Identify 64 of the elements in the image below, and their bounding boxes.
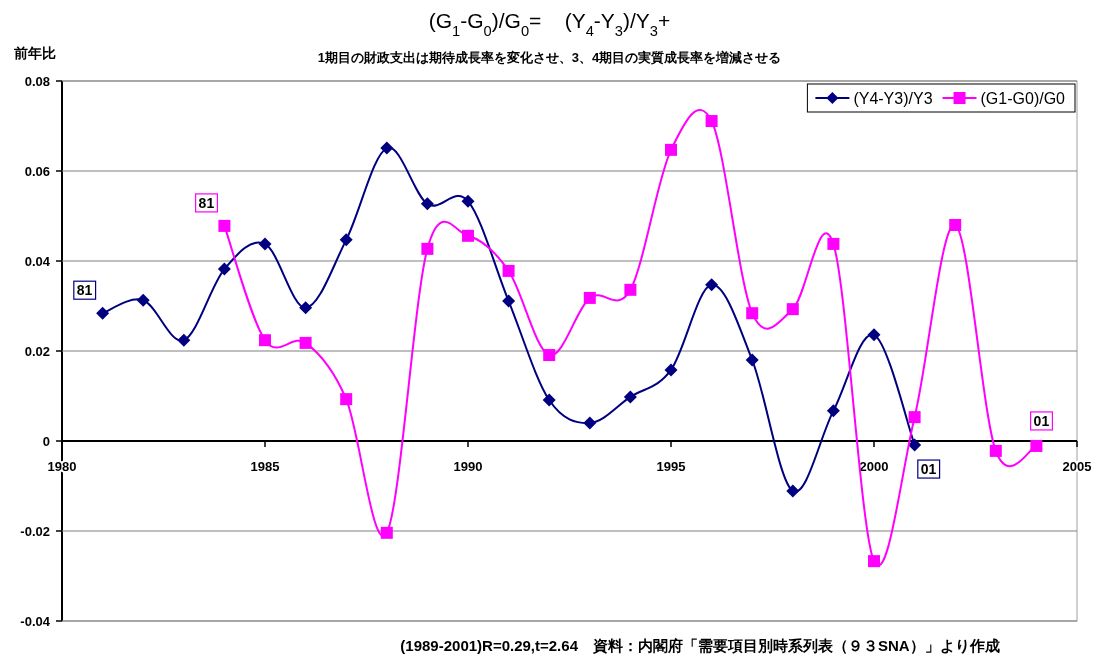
point xyxy=(217,262,231,276)
y-tick-label: -0.02 xyxy=(20,524,50,539)
text: (1989-2001)R=0.29,t=2.64 資料：内閣府「需要項目別時系列表（９３SNA）」より作成 xyxy=(400,637,1000,655)
y-axis-title: 前年比 xyxy=(13,45,56,61)
point xyxy=(664,363,678,377)
point xyxy=(218,219,231,232)
annotation: 81 xyxy=(76,282,93,299)
point xyxy=(867,328,881,342)
point xyxy=(299,336,312,349)
point xyxy=(380,526,393,539)
x-tick-label: 1985 xyxy=(250,459,280,474)
legend-label: (G1-G0)/G0 xyxy=(980,90,1066,107)
annotation: 01 xyxy=(1033,412,1050,429)
x-tick-label: 2005 xyxy=(1062,459,1092,474)
point xyxy=(259,334,271,347)
point xyxy=(786,303,799,316)
y-tick-label: 0 xyxy=(42,434,50,449)
point xyxy=(745,353,759,367)
point xyxy=(827,237,840,250)
point xyxy=(543,349,556,362)
point xyxy=(420,197,434,211)
point xyxy=(299,301,313,315)
chart-subtitle: 1期目の財政支出は期待成長率を変化させ、3、4期目の実質成長率を増減させる xyxy=(317,50,782,65)
point xyxy=(1030,439,1043,452)
point xyxy=(908,438,922,452)
y-tick-label: -0.04 xyxy=(20,614,51,629)
point xyxy=(746,307,759,320)
point xyxy=(380,141,394,155)
point xyxy=(624,283,637,296)
point xyxy=(786,484,800,498)
point xyxy=(826,404,840,418)
point xyxy=(177,333,191,347)
point xyxy=(949,219,962,231)
point xyxy=(665,143,677,156)
point xyxy=(258,237,272,251)
point xyxy=(96,306,110,320)
x-tick-label: 1990 xyxy=(453,459,483,474)
point xyxy=(421,242,434,255)
annotation: 81 xyxy=(198,194,215,211)
y-tick-label: 0.08 xyxy=(24,74,50,89)
point xyxy=(340,393,353,406)
point xyxy=(502,264,515,277)
point xyxy=(339,233,353,247)
point xyxy=(461,194,475,208)
legend-label: (Y4-Y3)/Y3 xyxy=(853,90,933,107)
point xyxy=(583,291,596,304)
point xyxy=(868,555,880,568)
point xyxy=(705,115,718,128)
x-tick-label: 1995 xyxy=(656,459,686,474)
x-tick-label: 2000 xyxy=(859,459,889,474)
annotation: 01 xyxy=(920,461,937,478)
point xyxy=(583,416,597,430)
point xyxy=(989,444,1002,457)
point xyxy=(908,411,921,424)
point xyxy=(542,393,556,407)
y-tick-label: 0.06 xyxy=(24,164,50,179)
y-tick-label: 0.02 xyxy=(24,344,50,359)
point xyxy=(705,278,719,292)
chart-title: (G$_{1}$-G$_{0}$)/G$_{0}$= (Y$_{4}$-Y$_{3}$)/Y$_{3}$+ xyxy=(428,9,671,39)
point xyxy=(462,229,474,242)
point xyxy=(623,390,637,404)
point xyxy=(502,294,516,308)
y-tick-label: 0.04 xyxy=(24,254,51,269)
point xyxy=(136,293,150,307)
